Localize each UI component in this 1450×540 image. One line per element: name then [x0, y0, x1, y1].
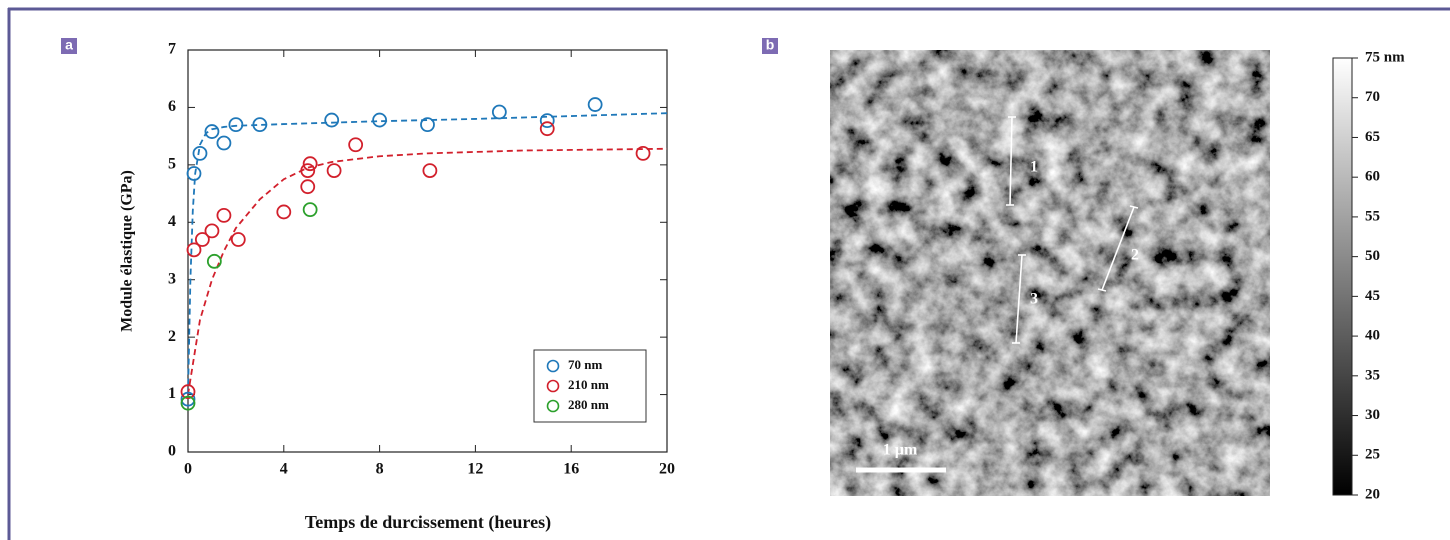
colorbar-tick-label: 75 nm	[1365, 49, 1405, 65]
data-point	[229, 118, 242, 131]
colorbar-tick-label: 65	[1365, 129, 1380, 145]
data-point	[232, 233, 245, 246]
y-axis-label: Module élastique (GPa)	[119, 170, 136, 332]
data-point	[277, 205, 290, 218]
data-point	[373, 114, 386, 127]
data-point	[423, 164, 436, 177]
data-point	[205, 224, 218, 237]
colorbar-tick-label: 25	[1365, 447, 1380, 463]
data-point	[217, 209, 230, 222]
afm-texture	[830, 50, 1270, 496]
data-point	[304, 203, 317, 216]
data-point	[349, 138, 362, 151]
data-point	[589, 98, 602, 111]
y-tick-label: 7	[168, 41, 176, 58]
afm-image: 1 2 3 1 µm	[830, 50, 1270, 496]
scale-bar-label: 1 µm	[883, 442, 918, 459]
scatter-plot: Temps de durcissement (heures) Module él…	[119, 50, 667, 533]
y-tick-label: 6	[168, 98, 176, 115]
x-tick-label: 20	[659, 461, 675, 478]
y-tick-label: 3	[168, 270, 176, 287]
panel-label: a	[65, 37, 73, 53]
annotation: 1	[1030, 159, 1038, 176]
colorbar-tick-label: 30	[1365, 407, 1380, 423]
data-point	[421, 118, 434, 131]
colorbar-tick-label: 35	[1365, 367, 1380, 383]
colorbar-tick-label: 55	[1365, 208, 1380, 224]
data-point	[208, 255, 221, 268]
colorbar-tick-label: 70	[1365, 89, 1380, 105]
colorbar-tick-label: 40	[1365, 328, 1380, 344]
x-tick-label: 0	[184, 461, 192, 478]
annotation: 3	[1030, 291, 1038, 308]
data-point	[493, 106, 506, 119]
x-tick-label: 8	[376, 461, 384, 478]
data-point	[637, 147, 650, 160]
y-tick-label: 1	[168, 385, 176, 402]
figure: a b Temps de durcissement (heures) Modul…	[0, 0, 1450, 540]
panel-label: b	[766, 37, 775, 53]
legend-label: 70 nm	[568, 357, 602, 372]
data-point	[301, 180, 314, 193]
colorbar-tick-label: 45	[1365, 288, 1380, 304]
y-tick-label: 5	[168, 156, 176, 173]
data-point	[325, 114, 338, 127]
data-point	[217, 137, 230, 150]
legend-label: 280 nm	[568, 397, 609, 412]
x-tick-label: 12	[467, 461, 483, 478]
colorbar-tick-label: 60	[1365, 169, 1380, 185]
data-point	[541, 122, 554, 135]
legend-label: 210 nm	[568, 377, 609, 392]
colorbar-tick-label: 50	[1365, 248, 1380, 264]
annotation: 2	[1131, 247, 1139, 264]
y-tick-label: 0	[168, 443, 176, 460]
x-tick-label: 4	[280, 461, 288, 478]
colorbar	[1333, 58, 1352, 495]
data-point	[187, 167, 200, 180]
x-tick-label: 16	[563, 461, 579, 478]
y-tick-label: 2	[168, 328, 176, 345]
y-tick-label: 4	[168, 213, 176, 230]
data-point	[193, 147, 206, 160]
x-axis-label: Temps de durcissement (heures)	[305, 512, 551, 533]
colorbar-tick-label: 20	[1365, 486, 1380, 502]
data-point	[328, 164, 341, 177]
